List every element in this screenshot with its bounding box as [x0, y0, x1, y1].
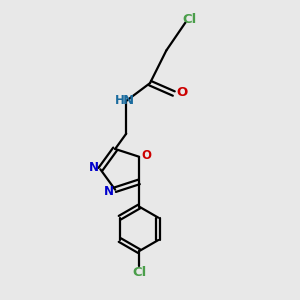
- Text: O: O: [142, 149, 152, 162]
- Text: Cl: Cl: [182, 13, 196, 26]
- Text: Cl: Cl: [132, 266, 146, 279]
- Text: N: N: [89, 161, 99, 174]
- Text: O: O: [176, 86, 188, 99]
- Text: H: H: [115, 94, 124, 107]
- Text: N: N: [123, 94, 134, 107]
- Text: N: N: [103, 185, 114, 198]
